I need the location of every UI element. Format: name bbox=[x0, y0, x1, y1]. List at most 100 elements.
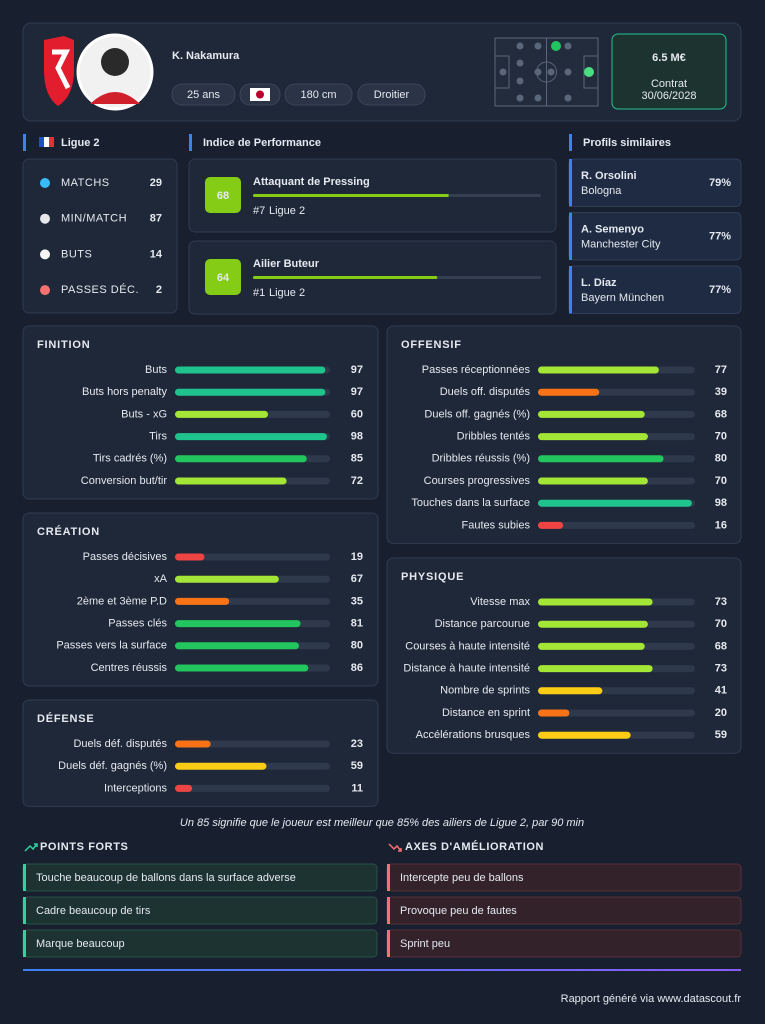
flag-france bbox=[39, 137, 54, 147]
bar-track bbox=[175, 784, 330, 792]
bar bbox=[175, 433, 327, 441]
item-accent bbox=[387, 864, 390, 891]
bar bbox=[175, 740, 211, 748]
bar bbox=[538, 598, 653, 606]
stat-value: 39 bbox=[715, 386, 727, 398]
stat-value: 14 bbox=[150, 248, 163, 260]
bar bbox=[538, 731, 631, 739]
profile-rank: #1 bbox=[253, 287, 265, 299]
stat-label: Duels off. disputés bbox=[440, 386, 531, 398]
foot: Droitier bbox=[374, 89, 410, 101]
stat-label: Touches dans la surface bbox=[411, 497, 530, 509]
bar bbox=[538, 620, 648, 628]
item-accent bbox=[387, 897, 390, 924]
score-bar bbox=[253, 194, 449, 197]
stat-label: Dribbles tentés bbox=[457, 431, 531, 443]
pill bbox=[357, 83, 426, 106]
stat-value: 68 bbox=[715, 640, 727, 652]
stat-label: Distance en sprint bbox=[442, 707, 530, 719]
stat-value: 85 bbox=[351, 453, 363, 465]
stat-value: 67 bbox=[351, 573, 363, 585]
stat-value: 70 bbox=[715, 431, 727, 443]
profile-league: Ligue 2 bbox=[269, 287, 305, 299]
bar bbox=[175, 455, 307, 463]
age: 25 ans bbox=[187, 89, 221, 101]
stat-label: Centres réussis bbox=[91, 662, 168, 674]
stat-label: Vitesse max bbox=[470, 596, 530, 608]
profile-league: Ligue 2 bbox=[269, 205, 305, 217]
similar-name: R. Orsolini bbox=[581, 170, 637, 182]
stat-value: 23 bbox=[351, 738, 363, 750]
stat-value: 97 bbox=[351, 386, 363, 398]
section-title: Indice de Performance bbox=[203, 137, 321, 149]
bar bbox=[175, 664, 309, 672]
bar bbox=[175, 410, 268, 418]
score: 68 bbox=[217, 190, 229, 202]
stat-label: Passes réceptionnées bbox=[422, 364, 531, 376]
item-accent bbox=[23, 930, 26, 957]
section-accent bbox=[569, 134, 572, 151]
flag-france-blue bbox=[39, 137, 44, 147]
trend-down-icon bbox=[388, 843, 402, 852]
footnote: Un 85 signifie que le joueur est meilleu… bbox=[180, 817, 584, 829]
stat-value: 80 bbox=[351, 640, 363, 652]
item-accent bbox=[23, 864, 26, 891]
section-title: Ligue 2 bbox=[61, 137, 100, 149]
player-name: K. Nakamura bbox=[172, 50, 240, 62]
stat-value: 19 bbox=[351, 551, 363, 563]
item-text: Sprint peu bbox=[400, 938, 450, 950]
bar-track bbox=[538, 521, 695, 529]
stat-label: Buts hors penalty bbox=[82, 386, 167, 398]
trend-up-icon bbox=[24, 843, 38, 852]
score-box bbox=[205, 259, 241, 295]
item-accent bbox=[387, 930, 390, 957]
score: 64 bbox=[217, 272, 230, 284]
contract-date: 30/06/2028 bbox=[641, 90, 696, 102]
profile-name: Attaquant de Pressing bbox=[253, 176, 370, 188]
stat-label: Duels off. gagnés (%) bbox=[424, 408, 530, 420]
score-box bbox=[205, 177, 241, 213]
similar-club: Manchester City bbox=[581, 238, 661, 250]
bar bbox=[538, 499, 692, 507]
stat-label: Interceptions bbox=[104, 782, 167, 794]
club-logo-mark bbox=[52, 49, 71, 90]
bar bbox=[175, 762, 267, 770]
similar-match: 77% bbox=[709, 230, 731, 242]
bar bbox=[538, 687, 603, 695]
stat-value: 70 bbox=[715, 475, 727, 487]
stat-icon bbox=[40, 178, 50, 188]
profile-name: Ailier Buteur bbox=[253, 258, 320, 270]
stat-value: 73 bbox=[715, 663, 727, 675]
similar-accent bbox=[569, 266, 572, 314]
bar bbox=[538, 665, 653, 673]
stat-value: 80 bbox=[715, 453, 727, 465]
similar-name: L. Díaz bbox=[581, 277, 617, 289]
stat-label: BUTS bbox=[61, 248, 92, 260]
bar bbox=[538, 521, 564, 529]
item-text: Cadre beaucoup de tirs bbox=[36, 905, 151, 917]
stat-label: Buts - xG bbox=[121, 408, 167, 420]
bar bbox=[175, 553, 205, 561]
stat-icon bbox=[40, 249, 50, 260]
stat-label: Duels déf. disputés bbox=[73, 738, 167, 750]
item-text: Touche beaucoup de ballons dans la surfa… bbox=[36, 872, 296, 884]
stat-label: Passes clés bbox=[108, 618, 167, 630]
bar-track bbox=[175, 553, 330, 561]
bar bbox=[538, 388, 600, 396]
pill bbox=[284, 83, 353, 106]
score-bar bbox=[253, 276, 438, 279]
bar bbox=[175, 575, 279, 583]
stat-label: Buts bbox=[145, 364, 168, 376]
bar bbox=[175, 366, 326, 374]
divider bbox=[23, 969, 741, 971]
stat-value: 59 bbox=[715, 729, 727, 741]
bar bbox=[175, 477, 287, 485]
panel bbox=[386, 557, 742, 754]
stat-value: 29 bbox=[150, 177, 162, 189]
stat-value: 73 bbox=[715, 596, 727, 608]
bar bbox=[538, 709, 570, 717]
stat-value: 86 bbox=[351, 662, 363, 674]
avatar-head bbox=[101, 48, 129, 76]
stat-value: 72 bbox=[351, 475, 363, 487]
